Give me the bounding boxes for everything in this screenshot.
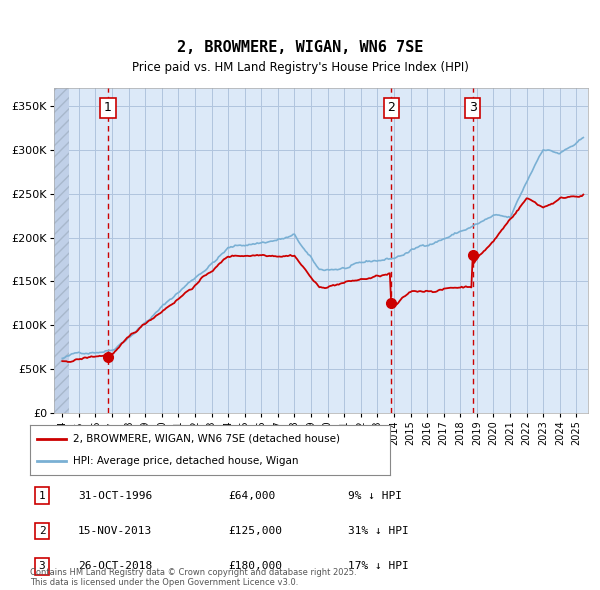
Text: 2: 2 [38,526,46,536]
Text: Price paid vs. HM Land Registry's House Price Index (HPI): Price paid vs. HM Land Registry's House … [131,61,469,74]
Text: £64,000: £64,000 [228,491,275,500]
Text: 1: 1 [38,491,46,500]
Text: £180,000: £180,000 [228,562,282,571]
Text: Contains HM Land Registry data © Crown copyright and database right 2025.
This d: Contains HM Land Registry data © Crown c… [30,568,356,587]
Text: 9% ↓ HPI: 9% ↓ HPI [348,491,402,500]
Text: £125,000: £125,000 [228,526,282,536]
Text: 31-OCT-1996: 31-OCT-1996 [78,491,152,500]
Text: HPI: Average price, detached house, Wigan: HPI: Average price, detached house, Wiga… [73,456,299,466]
Text: 17% ↓ HPI: 17% ↓ HPI [348,562,409,571]
Text: 3: 3 [38,562,46,571]
Bar [54,88,69,413]
Text: 15-NOV-2013: 15-NOV-2013 [78,526,152,536]
Bar [54,88,69,413]
Text: 2, BROWMERE, WIGAN, WN6 7SE: 2, BROWMERE, WIGAN, WN6 7SE [177,40,423,55]
Text: 3: 3 [469,101,476,114]
Text: 31% ↓ HPI: 31% ↓ HPI [348,526,409,536]
Text: 1: 1 [104,101,112,114]
Text: 2: 2 [387,101,395,114]
Text: 2, BROWMERE, WIGAN, WN6 7SE (detached house): 2, BROWMERE, WIGAN, WN6 7SE (detached ho… [73,434,340,444]
Text: 26-OCT-2018: 26-OCT-2018 [78,562,152,571]
